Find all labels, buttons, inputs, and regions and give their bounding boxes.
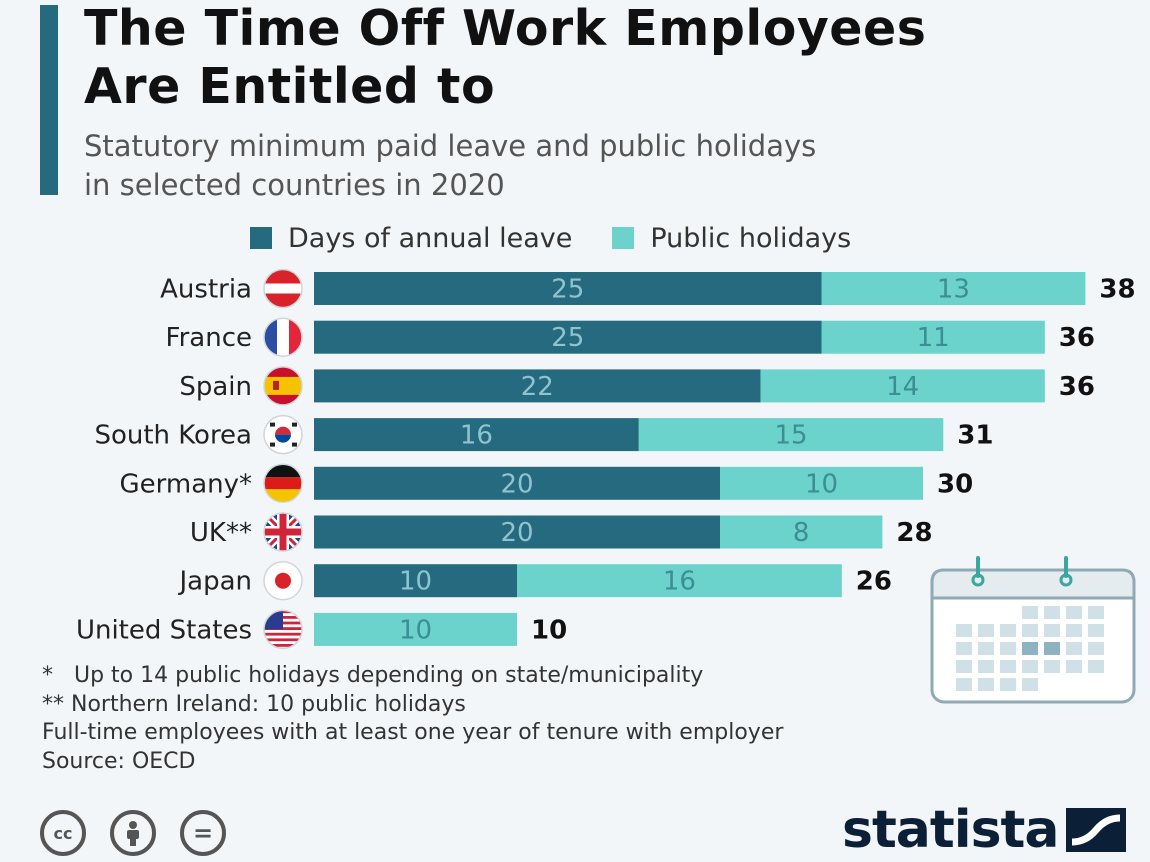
germany-flag-icon — [263, 463, 303, 504]
chart-subtitle: Statutory minimum paid leave and public … — [84, 129, 817, 202]
bar-public-holidays — [720, 515, 883, 549]
accent-bar — [40, 5, 58, 195]
calendar-icon — [930, 556, 1136, 704]
source-note: Source: OECD — [42, 748, 196, 774]
bar-public-holidays — [517, 564, 842, 598]
category-label: Japan — [177, 567, 252, 597]
attribution-icon — [110, 810, 156, 856]
bars-layer: Austria 25 13 38 France 25 11 36 Spain 22 14 36 Sout… — [76, 268, 1136, 650]
footnote-employees: Full-time employees with at least one ye… — [42, 720, 784, 745]
value-label-holidays: 8 — [793, 518, 810, 548]
value-label-holidays: 11 — [917, 323, 950, 353]
legend: Days of annual leave Public holidays — [250, 222, 891, 254]
bar-row: Japan 10 16 26 — [177, 560, 892, 601]
total-label: 30 — [937, 469, 973, 499]
south-korea-flag-icon — [263, 414, 303, 455]
bar-annual-leave — [314, 466, 720, 500]
bar-row: Germany* 20 10 30 — [119, 463, 973, 504]
value-label-holidays: 10 — [805, 469, 838, 499]
footnotes: * Up to 14 public holidays depending on … — [42, 662, 992, 776]
us-flag-icon — [263, 609, 303, 650]
total-label: 36 — [1059, 323, 1095, 353]
category-label: United States — [76, 615, 252, 645]
bar-public-holidays — [821, 320, 1045, 354]
value-label-leave: 25 — [551, 323, 584, 353]
total-label: 28 — [896, 518, 932, 548]
total-label: 38 — [1099, 275, 1135, 305]
spain-flag-icon — [263, 366, 303, 406]
bar-row: Austria 25 13 38 — [160, 268, 1136, 309]
austria-flag-icon — [263, 268, 303, 309]
legend-label-leave: Days of annual leave — [288, 222, 573, 254]
legend-item-leave: Days of annual leave — [250, 223, 572, 254]
bar-annual-leave — [314, 418, 639, 452]
bar-annual-leave — [314, 320, 822, 354]
legend-swatch-leave — [250, 227, 272, 249]
total-label: 26 — [856, 567, 892, 597]
category-label: Germany* — [119, 469, 252, 499]
bar-public-holidays — [638, 418, 944, 452]
bar-row: UK** 20 8 28 — [190, 512, 933, 552]
value-label-leave: 22 — [521, 372, 554, 402]
legend-swatch-holidays — [612, 227, 635, 249]
bar-row: France 25 11 36 — [166, 317, 1095, 357]
value-label-leave: 10 — [399, 567, 432, 597]
bar-annual-leave — [314, 515, 720, 549]
chart-title: The Time Off Work Employees Are Entitled… — [84, 0, 927, 115]
license-icons: cc = — [40, 810, 250, 856]
bar-annual-leave — [314, 272, 822, 305]
total-label: 31 — [957, 421, 993, 451]
brand: statista — [842, 800, 1127, 860]
value-label-holidays: 16 — [663, 567, 696, 597]
creative-commons-icon: cc — [40, 810, 86, 856]
uk-flag-icon — [263, 512, 303, 552]
total-label: 10 — [531, 615, 567, 645]
value-label-holidays: 14 — [886, 372, 919, 402]
footnote-germany: * Up to 14 public holidays depending on … — [42, 663, 704, 688]
brand-name: statista — [842, 800, 1059, 860]
category-label: UK** — [190, 518, 252, 548]
bar-public-holidays — [821, 272, 1086, 305]
category-label: France — [166, 323, 252, 353]
bar-public-holidays — [314, 612, 517, 646]
statista-logo-icon — [1066, 808, 1127, 852]
bar-row: Spain 22 14 36 — [179, 366, 1095, 406]
bar-chart: Austria 25 13 38 France 25 11 36 Spain 22 14 36 Sout… — [76, 268, 1136, 650]
bar-annual-leave — [314, 564, 517, 598]
category-label: South Korea — [94, 421, 252, 451]
bar-public-holidays — [720, 466, 923, 500]
category-label: Spain — [179, 372, 252, 402]
bar-annual-leave — [314, 369, 761, 403]
footnote-uk: ** Northern Ireland: 10 public holidays — [42, 691, 466, 717]
value-label-leave: 20 — [500, 518, 533, 548]
value-label-holidays: 15 — [775, 421, 808, 451]
value-label-leave: 20 — [500, 469, 533, 499]
bar-public-holidays — [760, 369, 1045, 403]
france-flag-icon — [263, 317, 303, 357]
value-label-holidays: 13 — [937, 275, 970, 305]
value-label-holidays: 10 — [399, 615, 432, 645]
category-label: Austria — [160, 275, 252, 305]
legend-label-holidays: Public holidays — [650, 222, 852, 254]
legend-item-holidays: Public holidays — [612, 223, 851, 254]
japan-flag-icon — [263, 560, 303, 601]
total-label: 36 — [1059, 372, 1095, 402]
bar-row: South Korea 16 15 31 — [94, 414, 993, 455]
bar-row: United States 10 10 — [76, 609, 567, 650]
value-label-leave: 16 — [460, 421, 493, 451]
value-label-leave: 25 — [551, 275, 584, 305]
no-derivatives-icon: = — [180, 810, 226, 856]
